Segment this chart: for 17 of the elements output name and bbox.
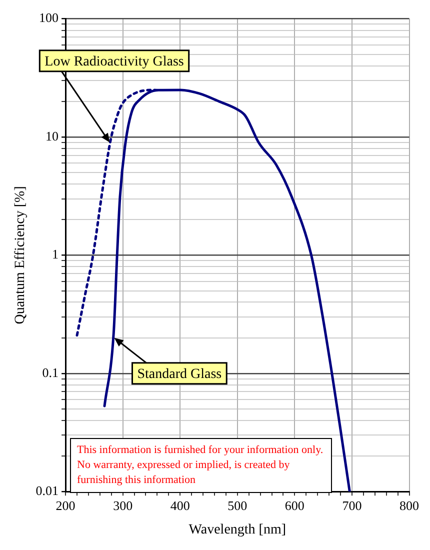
y-tick-label: 0.01 xyxy=(36,483,59,498)
annotation: Standard Glass xyxy=(137,366,222,382)
annotation: Low Radioactivity Glass xyxy=(44,54,184,70)
y-tick-label: 1 xyxy=(52,246,59,262)
y-tick-label: 0.1 xyxy=(42,364,59,380)
x-tick-label: 200 xyxy=(56,498,76,513)
annotation: This information is furnished for your information only. No warranty, expressed or implied, is created by furnishing this information xyxy=(70,438,332,493)
x-tick-label: 400 xyxy=(170,498,190,513)
y-tick-label: 100 xyxy=(39,10,59,26)
x-tick-label: 700 xyxy=(342,498,362,513)
x-tick-label: 300 xyxy=(113,498,133,513)
y-tick-label: 10 xyxy=(46,128,59,144)
x-tick-label: 500 xyxy=(228,498,248,513)
x-tick-label: 600 xyxy=(284,498,304,513)
x-axis-title: Wavelength [nm] xyxy=(188,522,286,538)
x-tick-label: 800 xyxy=(400,498,419,513)
y-axis-title: Quantum Efficiency [%] xyxy=(13,186,28,324)
